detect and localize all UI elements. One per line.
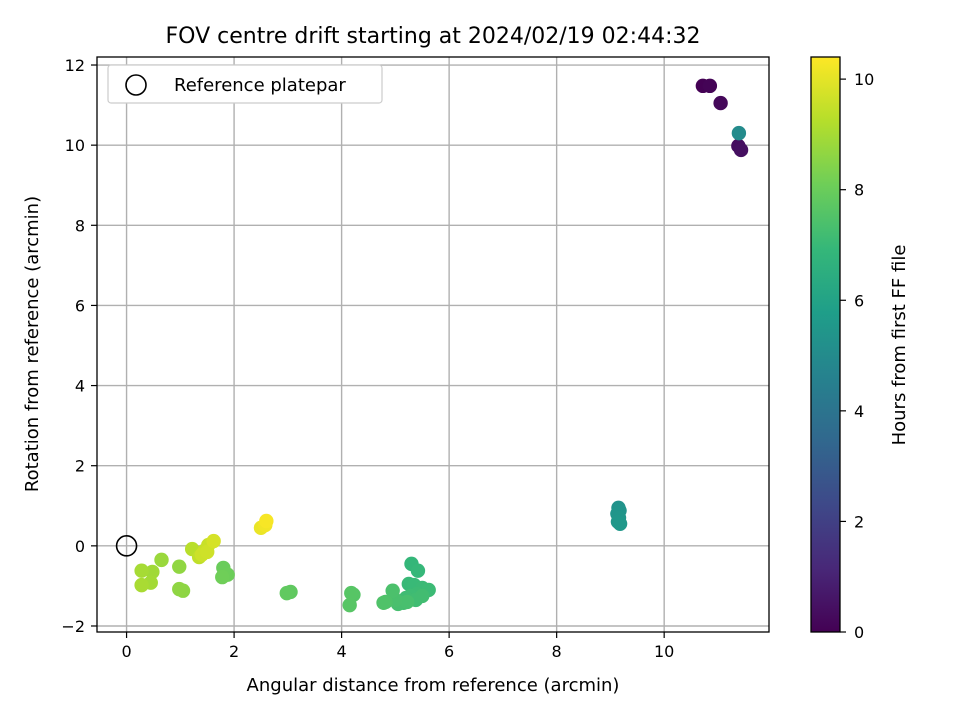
data-points — [115, 78, 749, 613]
data-point — [376, 595, 391, 610]
x-tick-label: 10 — [654, 642, 674, 661]
data-point — [612, 516, 628, 532]
y-tick-label: 6 — [75, 296, 85, 315]
colorbar-tick-label: 2 — [854, 512, 864, 531]
x-tick-label: 6 — [444, 642, 454, 661]
x-tick-label: 0 — [121, 642, 131, 661]
colorbar-frame — [810, 56, 841, 633]
y-tick-label: 2 — [75, 457, 85, 476]
colorbar-tick-label: 6 — [854, 291, 864, 310]
data-point — [206, 533, 221, 549]
legend: Reference platepar — [107, 64, 383, 104]
y-tick-label: 8 — [75, 216, 85, 235]
colorbar-ticks: 0 2 4 6 8 10 — [840, 70, 874, 642]
data-point — [713, 95, 728, 111]
chart-title: FOV centre drift starting at 2024/02/19 … — [166, 24, 701, 49]
colorbar-label: Hours from first FF file — [889, 245, 910, 446]
y-axis-label: Rotation from reference (arcmin) — [22, 196, 43, 492]
colorbar: 0 2 4 6 8 10 Hours from first FF file — [810, 56, 910, 642]
x-axis-ticks: 0 2 4 6 8 10 — [121, 632, 674, 661]
colorbar-tick-label: 10 — [854, 70, 874, 89]
data-point — [731, 125, 747, 141]
y-axis-ticks: −2 0 2 4 6 8 10 12 — [61, 56, 97, 636]
colorbar-tick-label: 4 — [854, 402, 864, 421]
data-point — [279, 585, 294, 601]
y-tick-label: 12 — [65, 56, 85, 75]
data-point — [172, 581, 187, 597]
data-point — [702, 78, 718, 94]
data-point — [145, 564, 160, 580]
reference-platepar-marker — [115, 535, 138, 557]
colorbar-tick-label: 0 — [854, 623, 864, 642]
x-tick-label: 8 — [552, 642, 562, 661]
x-axis-label: Angular distance from reference (arcmin) — [247, 675, 620, 696]
data-point — [259, 513, 274, 529]
x-tick-label: 4 — [337, 642, 347, 661]
y-tick-label: 0 — [75, 537, 85, 556]
data-point — [172, 559, 187, 574]
y-tick-label: −2 — [61, 617, 85, 636]
data-point — [415, 588, 430, 604]
data-point — [200, 544, 215, 560]
legend-marker — [125, 74, 147, 96]
data-point — [733, 142, 749, 158]
plot-frame — [96, 56, 770, 633]
data-point — [344, 585, 359, 601]
data-point — [385, 583, 400, 598]
data-point — [134, 563, 149, 578]
data-point — [399, 594, 415, 610]
colorbar-tick-label: 8 — [854, 181, 864, 200]
legend-label: Reference platepar — [174, 75, 346, 96]
data-point — [215, 569, 230, 585]
data-point — [154, 552, 169, 568]
data-point — [410, 563, 426, 578]
y-tick-label: 10 — [65, 136, 85, 155]
data-point — [134, 577, 149, 593]
y-tick-label: 4 — [75, 377, 85, 396]
data-point — [342, 597, 357, 613]
colorbar-gradient — [811, 57, 840, 632]
legend-box — [107, 64, 383, 104]
x-tick-label: 2 — [229, 642, 239, 661]
